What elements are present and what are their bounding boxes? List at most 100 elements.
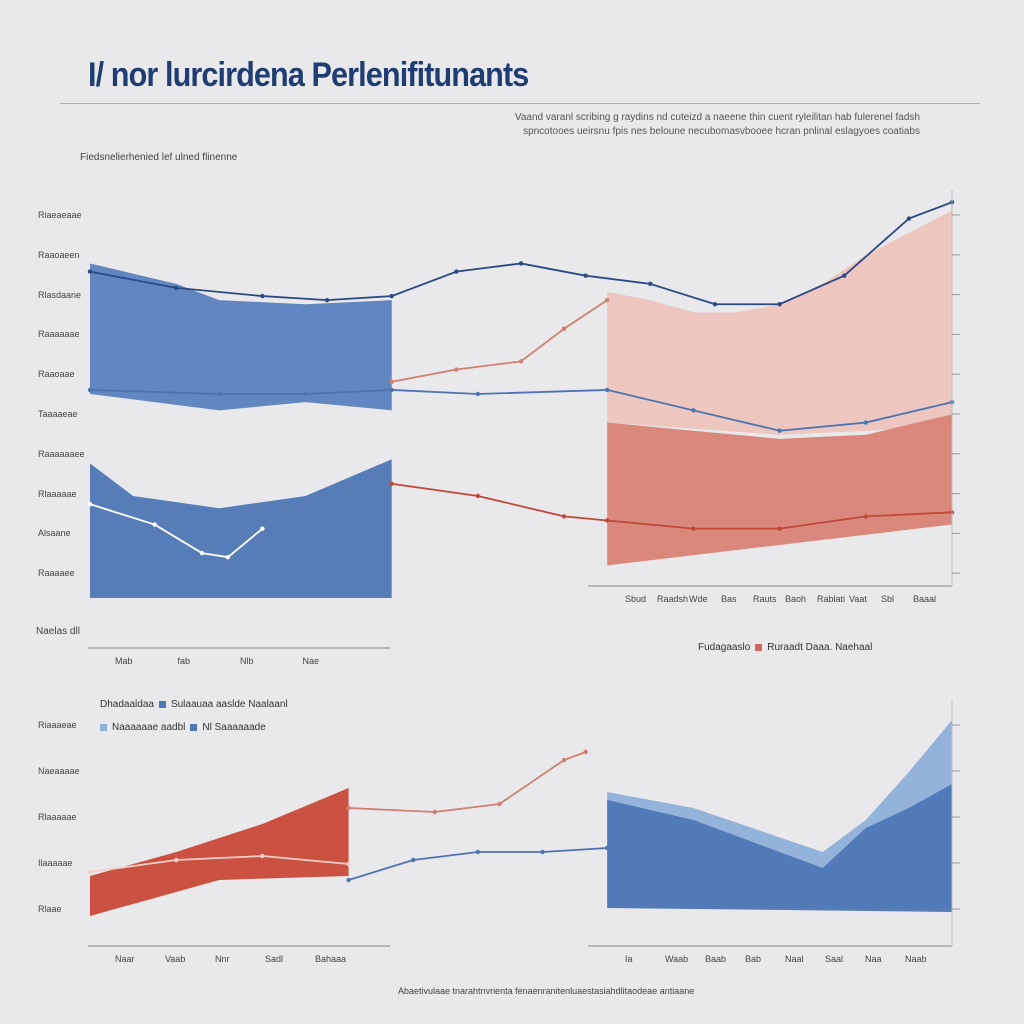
data-point xyxy=(691,526,696,531)
footer-note: Abaetivulaae tnarahtnvrienta fenaenranit… xyxy=(398,986,695,996)
data-point xyxy=(691,408,696,413)
data-point xyxy=(389,293,394,299)
x-tick-label: Ia xyxy=(625,954,633,964)
y-tick-label: Alsaane xyxy=(38,528,71,539)
line-series xyxy=(391,482,953,530)
data-point xyxy=(411,857,416,863)
x-tick-label: Naar xyxy=(115,954,135,964)
data-point xyxy=(583,273,588,278)
data-point xyxy=(842,273,847,278)
legend-title: Fudagaaslo xyxy=(698,642,751,653)
data-point xyxy=(454,269,459,274)
area-series xyxy=(607,210,952,435)
x-tick-label: Vaab xyxy=(165,954,186,964)
data-point xyxy=(199,550,205,556)
area-series xyxy=(607,414,952,566)
x-tick-label: fab xyxy=(177,656,191,666)
x-tick-label: Bahaaa xyxy=(315,954,347,964)
data-point xyxy=(777,526,782,531)
x-tick-label: Naab xyxy=(905,954,927,964)
data-point xyxy=(475,849,481,855)
x-tick-label: Naa xyxy=(865,954,882,964)
data-point xyxy=(518,359,524,364)
axis-corner-label: Naelas dll xyxy=(36,626,80,637)
data-point xyxy=(346,805,351,811)
legend-label: Nl Saaaaaade xyxy=(202,722,266,733)
x-tick-label: Raadsh xyxy=(657,594,689,604)
data-point xyxy=(389,387,394,393)
page-title: I/ nor lurcirdena Perlenifitunants xyxy=(88,56,529,94)
data-point xyxy=(605,387,610,393)
data-point xyxy=(303,391,308,397)
data-point xyxy=(561,757,567,763)
line-series xyxy=(89,855,349,873)
y-tick-label: Raaaaaae xyxy=(38,329,80,340)
x-tick-label: Baaal xyxy=(913,594,937,604)
data-point xyxy=(561,326,567,331)
legend-swatch xyxy=(158,701,166,708)
subtitle-line-1: Vaand varanl scribing g raydins nd cutei… xyxy=(514,112,920,123)
data-point xyxy=(87,269,93,274)
y-tick-label: Raaoaeen xyxy=(38,249,80,260)
data-point xyxy=(777,428,782,433)
x-tick-label: Rablati xyxy=(817,594,846,604)
line-series xyxy=(89,201,953,306)
line-series xyxy=(89,389,953,432)
data-point xyxy=(454,367,459,372)
data-point xyxy=(648,281,653,287)
data-point xyxy=(906,216,912,221)
y-tick-label: Taaaaeae xyxy=(38,409,78,419)
y-tick-label: Rlaaaaae xyxy=(38,488,77,499)
x-tick-label: Mab xyxy=(115,656,133,666)
data-point xyxy=(605,518,610,523)
data-point xyxy=(605,297,610,303)
legend-title: Dhadaaldaa xyxy=(100,699,154,710)
y-tick-label: Rlasdaane xyxy=(38,289,82,300)
data-point xyxy=(225,555,231,560)
data-point xyxy=(497,801,502,807)
data-point xyxy=(518,261,524,266)
data-point xyxy=(324,297,330,303)
x-tick-label: Nnr xyxy=(215,954,230,964)
data-point xyxy=(346,877,351,883)
data-point xyxy=(346,861,351,867)
legend-top: Fudagaaslo Ruraadt Daaa. Naehaal xyxy=(698,642,872,653)
data-point xyxy=(475,493,481,499)
data-point xyxy=(174,285,179,291)
x-tick-label: Baab xyxy=(705,954,727,964)
x-tick-label: Wde xyxy=(689,594,708,604)
y-tick-label: Raaoaae xyxy=(38,369,75,380)
area-series xyxy=(90,263,392,411)
data-point xyxy=(260,526,265,531)
data-point xyxy=(540,849,545,855)
x-tick-label: Bas xyxy=(721,594,737,604)
data-point xyxy=(777,302,782,307)
subtitle-line-2: spncotooes ueirsnu fpis nes beloune necu… xyxy=(523,126,920,137)
data-point xyxy=(87,869,93,875)
data-point xyxy=(561,514,567,519)
data-point xyxy=(863,514,868,519)
y-tick-label: Rlaae xyxy=(38,904,62,914)
legend-swatch xyxy=(190,724,198,731)
data-point xyxy=(389,379,394,384)
y-tick-label: Raaaaee xyxy=(38,568,75,579)
data-point xyxy=(712,302,718,307)
x-tick-label: Nlb xyxy=(240,656,254,666)
x-tick-label: Waab xyxy=(665,954,689,964)
legend-swatch xyxy=(755,644,763,651)
x-tick-label: Sbud xyxy=(625,594,647,604)
data-point xyxy=(87,387,93,393)
line-series xyxy=(348,751,586,813)
data-point xyxy=(475,391,481,397)
legend-label: Ruraadt Daaa. Naehaal xyxy=(767,642,873,653)
x-tick-label: Sbl xyxy=(881,594,895,604)
data-point xyxy=(389,481,394,486)
area-series xyxy=(90,788,349,916)
y-tick-label: Raaaaaaee xyxy=(38,448,85,459)
x-tick-label: Sadl xyxy=(265,954,284,964)
area-series xyxy=(607,784,952,912)
x-tick-label: Naal xyxy=(785,954,804,964)
data-point xyxy=(863,420,868,425)
chart-note: Fiedsnelierhenied lef ulned flinenne xyxy=(80,152,238,163)
